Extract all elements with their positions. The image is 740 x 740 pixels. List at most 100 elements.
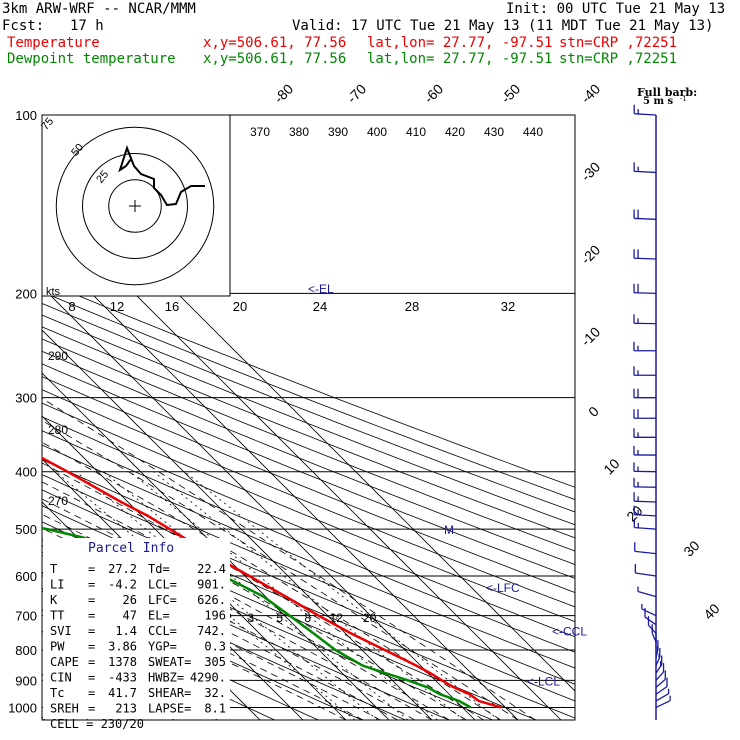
wind-barb	[655, 640, 659, 659]
hodograph-speed-label: 24	[313, 299, 327, 314]
theta-e-label: 410	[406, 125, 426, 139]
wind-barb	[633, 341, 656, 352]
wind-barb-staff	[655, 671, 665, 681]
parcel-field-name: CCL=	[148, 624, 177, 638]
wind-barb	[633, 428, 656, 438]
hodograph-speed-label: 20	[233, 299, 247, 314]
parcel-field-value: 626.	[197, 593, 226, 607]
wind-barb-staff	[634, 292, 657, 294]
hodograph-ring	[82, 153, 188, 259]
parcel-field-name: LI	[50, 578, 64, 592]
isotherm-label: 0	[585, 403, 602, 420]
dry-adiabat-line	[42, 314, 575, 526]
parcel-field-name: LCL=	[148, 578, 177, 592]
parcel-field-name: Tc	[50, 686, 64, 700]
parcel-field-name: SREH	[50, 702, 79, 716]
parcel-field-name: K	[50, 593, 58, 607]
theta-e-label: 420	[445, 125, 465, 139]
chart-header: 3km ARW-WRF -- NCAR/MMM Init: 00 UTC Tue…	[0, 0, 740, 70]
parcel-field-value: 22.4	[197, 562, 226, 576]
moist-adiabat-line	[42, 551, 381, 720]
parcel-field-eq: =	[88, 655, 95, 669]
moist-adiabat-line	[42, 481, 467, 720]
moist-adiabat-line	[42, 462, 484, 720]
isotherm-label: 40	[700, 600, 722, 622]
level-markers: <-EL <-LFC <-CCL <-LCL M	[308, 282, 587, 688]
isotherm-label: -70	[344, 81, 370, 107]
wind-barb	[633, 409, 656, 419]
hodograph-speed-label: 12	[110, 299, 124, 314]
wind-barb-staff	[651, 632, 657, 643]
parcel-field-value: 8.1	[204, 702, 226, 716]
wind-barb	[637, 586, 657, 598]
isotherm-line	[42, 716, 46, 720]
pressure-tick-label: 1000	[8, 700, 37, 715]
isotherm-label: -40	[578, 81, 604, 107]
parcel-info-background	[43, 538, 230, 719]
dry-adiabat-line	[42, 350, 575, 566]
dry-adiabat-line	[42, 416, 575, 638]
wind-barb	[633, 209, 657, 220]
wind-barb	[644, 608, 657, 626]
barb-legend-superscript: -1	[680, 95, 687, 103]
hodograph-axis-label: kts	[46, 286, 61, 298]
dry-adiabat-line	[42, 376, 575, 593]
wind-barb-staff	[634, 526, 657, 530]
hodograph-speed-label: 16	[165, 299, 179, 314]
parcel-field-eq: =	[88, 702, 95, 716]
parcel-field-name: LAPSE=	[148, 702, 191, 716]
hodograph-ring	[108, 179, 162, 233]
moist-adiabat-line	[42, 441, 502, 720]
isotherm-label: 10	[600, 455, 622, 477]
parcel-field-value: 4290.	[190, 671, 226, 685]
wind-barb	[641, 603, 657, 617]
theta-e-label: 380	[289, 125, 309, 139]
isotherm-line	[42, 329, 433, 720]
pressure-tick-label: 500	[15, 522, 37, 537]
parcel-field-name: CIN	[50, 671, 72, 685]
dewpoint-legend-name: Dewpoint temperature	[7, 51, 176, 67]
wind-barb-staff	[637, 590, 657, 598]
parcel-field-value: 0.3	[204, 640, 226, 654]
wind-barb-staff	[641, 608, 657, 617]
parcel-field-value: 26	[123, 593, 137, 607]
wind-barb-staff	[655, 700, 671, 709]
wind-barb-staff	[655, 693, 669, 702]
wind-barb-staff	[635, 572, 657, 577]
isotherm-label: -20	[578, 242, 604, 268]
isotherm-label: -50	[498, 81, 524, 107]
parcel-field-value: 213	[115, 702, 137, 716]
theta-e-label: 440	[523, 125, 543, 139]
dry-adiabat-line	[42, 389, 575, 608]
dry-adiabat-line	[42, 326, 575, 539]
parcel-field-value: 305	[204, 655, 226, 669]
hodograph-speed-label: 28	[405, 299, 419, 314]
mixing-ratio-label: 20	[363, 611, 377, 625]
parcel-field-eq: =	[88, 578, 95, 592]
moist-adiabat-line	[42, 420, 519, 720]
dry-adiabat-line	[42, 430, 575, 653]
wind-barb	[655, 695, 671, 709]
parcel-field-name: YGP=	[148, 640, 177, 654]
pressure-tick-label: 300	[15, 391, 37, 406]
forecast-hours: 17 h	[70, 18, 104, 34]
wind-barb	[655, 670, 666, 688]
wind-barb	[633, 477, 657, 488]
wind-barb	[633, 104, 657, 116]
wind-barb-staff	[634, 217, 657, 220]
wind-barb-staff	[655, 686, 668, 695]
mixing-ratio-grid	[55, 471, 500, 720]
parcel-field-name: SVI	[50, 624, 72, 638]
theta-e-lower-label: 280	[48, 423, 68, 437]
barb-legend-line-1: Full barb:	[637, 86, 697, 99]
theta-e-label: 400	[367, 125, 387, 139]
parcel-field-name: EL=	[148, 609, 170, 623]
wind-barb	[647, 616, 657, 634]
hodograph-speed-label: 32	[501, 299, 515, 314]
parcel-field-value: 47	[123, 609, 137, 623]
dewpoint-legend-latlon: lat,lon= 27.77, -97.51	[367, 51, 553, 67]
temperature-legend-station: stn=CRP ,72251	[559, 35, 678, 51]
parcel-field-name: PW	[50, 640, 65, 654]
